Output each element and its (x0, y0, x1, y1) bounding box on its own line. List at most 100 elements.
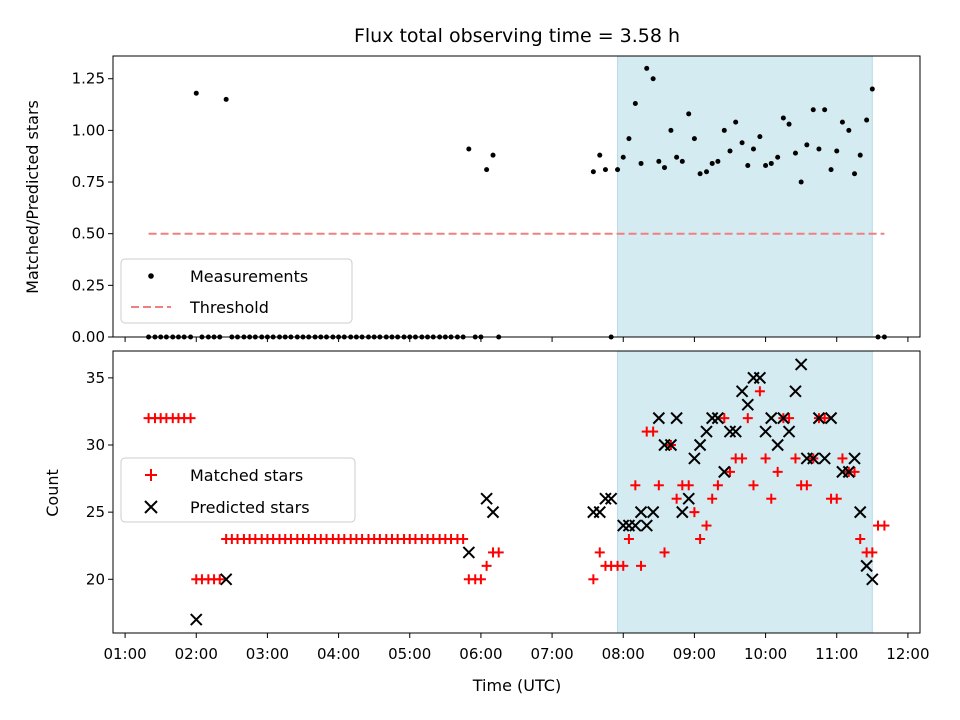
matched-star-point (689, 507, 700, 518)
bottom-x-tick-label: 05:00 (388, 645, 431, 663)
predicted-star-point (777, 411, 790, 425)
predicted-star-point (629, 519, 642, 532)
matched-star-point (772, 466, 783, 477)
measurement-point (597, 152, 603, 158)
matched-star-point (855, 534, 866, 544)
matched-star-point (790, 453, 801, 464)
predicted-star-point (771, 438, 784, 452)
matched-star-point (659, 547, 670, 558)
measurement-point (632, 101, 638, 107)
matched-star-point (683, 480, 694, 491)
measurement-point (691, 136, 697, 142)
measurement-point (810, 107, 816, 113)
matched-star-point (630, 480, 641, 491)
measurement-point (721, 127, 727, 133)
top-legend-box (120, 258, 353, 324)
matched-star-point (623, 534, 634, 544)
legend-marker-measurements (148, 273, 154, 279)
matched-star-point (475, 574, 486, 585)
measurement-point (656, 158, 662, 164)
bottom-x-axis-label: Time (UTC) (472, 676, 561, 695)
measurement-point (733, 119, 739, 125)
top-panel: 0.00 0.25 0.50 0.75 1.00 1.25 Flux total obse… (23, 25, 921, 346)
measurement-point (704, 169, 710, 175)
matched-star-point (831, 493, 842, 504)
measurement-point (662, 165, 668, 171)
bottom-y-tick-label: 25 (86, 503, 105, 521)
measurement-point (602, 167, 608, 173)
matched-star-point (742, 413, 753, 424)
bottom-x-tick-label: 08:00 (602, 645, 645, 663)
matched-star-point (707, 493, 718, 504)
predicted-star-point (693, 438, 707, 452)
predicted-star-point (593, 505, 606, 519)
predicted-star-point (824, 411, 838, 425)
measurement-point (223, 96, 229, 102)
matched-star-point (481, 560, 492, 571)
predicted-star-point (682, 492, 695, 505)
predicted-star-point (789, 385, 802, 398)
measurement-point (804, 142, 810, 148)
measurement-point (768, 160, 774, 166)
predicted-star-point (794, 358, 808, 371)
predicted-star-points (190, 358, 879, 626)
matched-star-point (594, 547, 605, 558)
bottom-y-axis-label: Count (43, 469, 62, 517)
measurement-point (715, 158, 721, 164)
measurement-point (590, 169, 596, 175)
predicted-star-point (599, 492, 612, 505)
bottom-x-tick-label: 01:00 (103, 645, 146, 663)
top-y-tick-label: 1.25 (72, 70, 105, 88)
measurement-point (828, 167, 834, 173)
predicted-star-point (190, 613, 203, 626)
measurement-point (679, 158, 685, 164)
measurement-point (674, 154, 680, 160)
measurement-point (816, 146, 822, 152)
measurement-point (466, 146, 472, 152)
matched-star-point (648, 426, 659, 437)
predicted-star-point (617, 519, 630, 532)
matched-star-point (801, 480, 812, 491)
bottom-x-tick-label: 07:00 (530, 645, 573, 663)
measurement-point (620, 154, 626, 160)
predicted-star-point (652, 411, 666, 425)
matched-star-point (588, 574, 599, 585)
predicted-star-point (486, 505, 500, 519)
bottom-x-tick-label: 04:00 (317, 645, 360, 663)
measurement-point (709, 160, 715, 166)
measurement-point (757, 134, 763, 140)
top-x-ticks (124, 337, 909, 342)
matched-star-point (849, 466, 860, 477)
predicted-star-point (735, 385, 749, 398)
measurement-points (146, 65, 887, 340)
predicted-star-point (759, 425, 772, 438)
top-y-tick-label: 1.00 (72, 121, 105, 139)
measurement-point (638, 160, 644, 166)
matched-star-point (712, 480, 723, 491)
predicted-star-point (688, 452, 701, 465)
bottom-y-tick-label: 20 (86, 570, 105, 588)
top-legend: Measurements Threshold (120, 258, 353, 324)
measurement-point (650, 76, 656, 82)
legend-label-matched: Matched stars (190, 466, 303, 485)
top-y-tick-label: 0.75 (72, 173, 105, 191)
matched-star-point (695, 534, 706, 544)
predicted-star-point (753, 371, 767, 385)
measurement-point (626, 136, 632, 142)
bottom-x-tick-label: 06:00 (459, 645, 502, 663)
matched-star-point (671, 493, 682, 504)
legend-marker-matched (145, 469, 157, 481)
measurement-point (869, 86, 875, 92)
matched-star-points (143, 386, 890, 585)
bottom-x-tick-label: 11:00 (815, 645, 858, 663)
matched-star-point (185, 413, 196, 424)
top-highlight-span (617, 55, 873, 338)
measurement-point (193, 90, 199, 96)
matched-star-point (458, 534, 469, 544)
matched-star-point (719, 413, 730, 424)
measurement-point (792, 150, 798, 156)
matched-star-point (837, 453, 848, 464)
measurement-point (484, 167, 490, 173)
predicted-star-point (765, 411, 778, 425)
